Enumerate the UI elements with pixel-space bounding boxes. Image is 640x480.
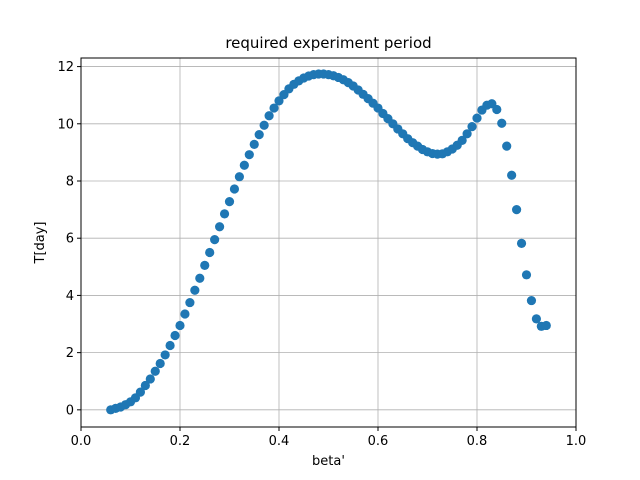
data-point [210, 235, 220, 245]
data-point [175, 320, 185, 331]
data-point [254, 130, 264, 140]
data-point [511, 205, 522, 215]
data-point [160, 350, 170, 360]
data-point [234, 172, 244, 182]
data-point [244, 150, 254, 160]
data-point [526, 295, 537, 306]
data-point [516, 238, 527, 248]
data-point [140, 380, 150, 391]
data-point [145, 374, 155, 384]
data-point [185, 297, 195, 308]
y-axis-title: T[day] [33, 222, 48, 265]
data-point [269, 103, 279, 113]
data-point [190, 285, 200, 295]
x-tick-label: 0.8 [467, 434, 488, 449]
data-point [541, 320, 551, 331]
data-point [492, 104, 502, 115]
x-tick-label: 1.0 [566, 434, 587, 449]
data-point [215, 222, 225, 232]
data-points [106, 69, 551, 415]
data-point [170, 330, 180, 341]
data-point [259, 120, 269, 130]
data-point [274, 96, 284, 106]
data-point [135, 387, 145, 397]
x-tick-label: 0.0 [71, 434, 92, 449]
y-tick-label: 0 [66, 403, 74, 418]
data-point [224, 196, 235, 207]
y-tick-label: 8 [66, 175, 74, 190]
data-point [229, 184, 240, 194]
axis-ticks: 0.0 0.2 0.4 0.6 0.8 1.0 0 2 4 6 8 10 12 [57, 60, 586, 449]
plot-frame [80, 57, 577, 428]
y-tick-label: 10 [57, 117, 74, 132]
data-point [165, 340, 175, 351]
data-point [462, 129, 472, 139]
data-point [521, 270, 532, 280]
data-point [180, 309, 190, 319]
y-tick-label: 12 [57, 60, 74, 75]
x-tick-label: 0.4 [269, 434, 290, 449]
data-point [467, 122, 477, 132]
y-tick-label: 4 [66, 289, 74, 304]
data-point [249, 139, 259, 149]
data-point [205, 247, 215, 258]
y-tick-label: 6 [66, 232, 74, 247]
data-point [264, 111, 274, 121]
data-point [239, 160, 249, 170]
data-point [472, 113, 482, 123]
y-tick-label: 2 [66, 346, 74, 361]
data-point [507, 170, 517, 180]
data-point [502, 141, 512, 151]
data-point [219, 209, 230, 219]
data-point [155, 358, 165, 369]
data-point [200, 260, 210, 270]
data-point [195, 273, 205, 283]
x-tick-label: 0.6 [368, 434, 389, 449]
data-point [531, 314, 542, 324]
chart-title: required experiment period [225, 34, 431, 52]
data-point [457, 135, 467, 145]
x-axis-title: beta' [312, 454, 345, 469]
data-point [150, 366, 160, 376]
x-tick-label: 0.2 [170, 434, 191, 449]
data-point [497, 118, 507, 128]
